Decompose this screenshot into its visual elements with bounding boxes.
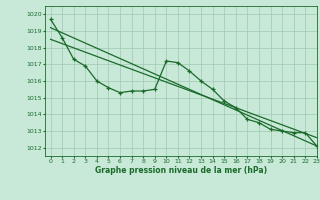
X-axis label: Graphe pression niveau de la mer (hPa): Graphe pression niveau de la mer (hPa) [95, 166, 267, 175]
